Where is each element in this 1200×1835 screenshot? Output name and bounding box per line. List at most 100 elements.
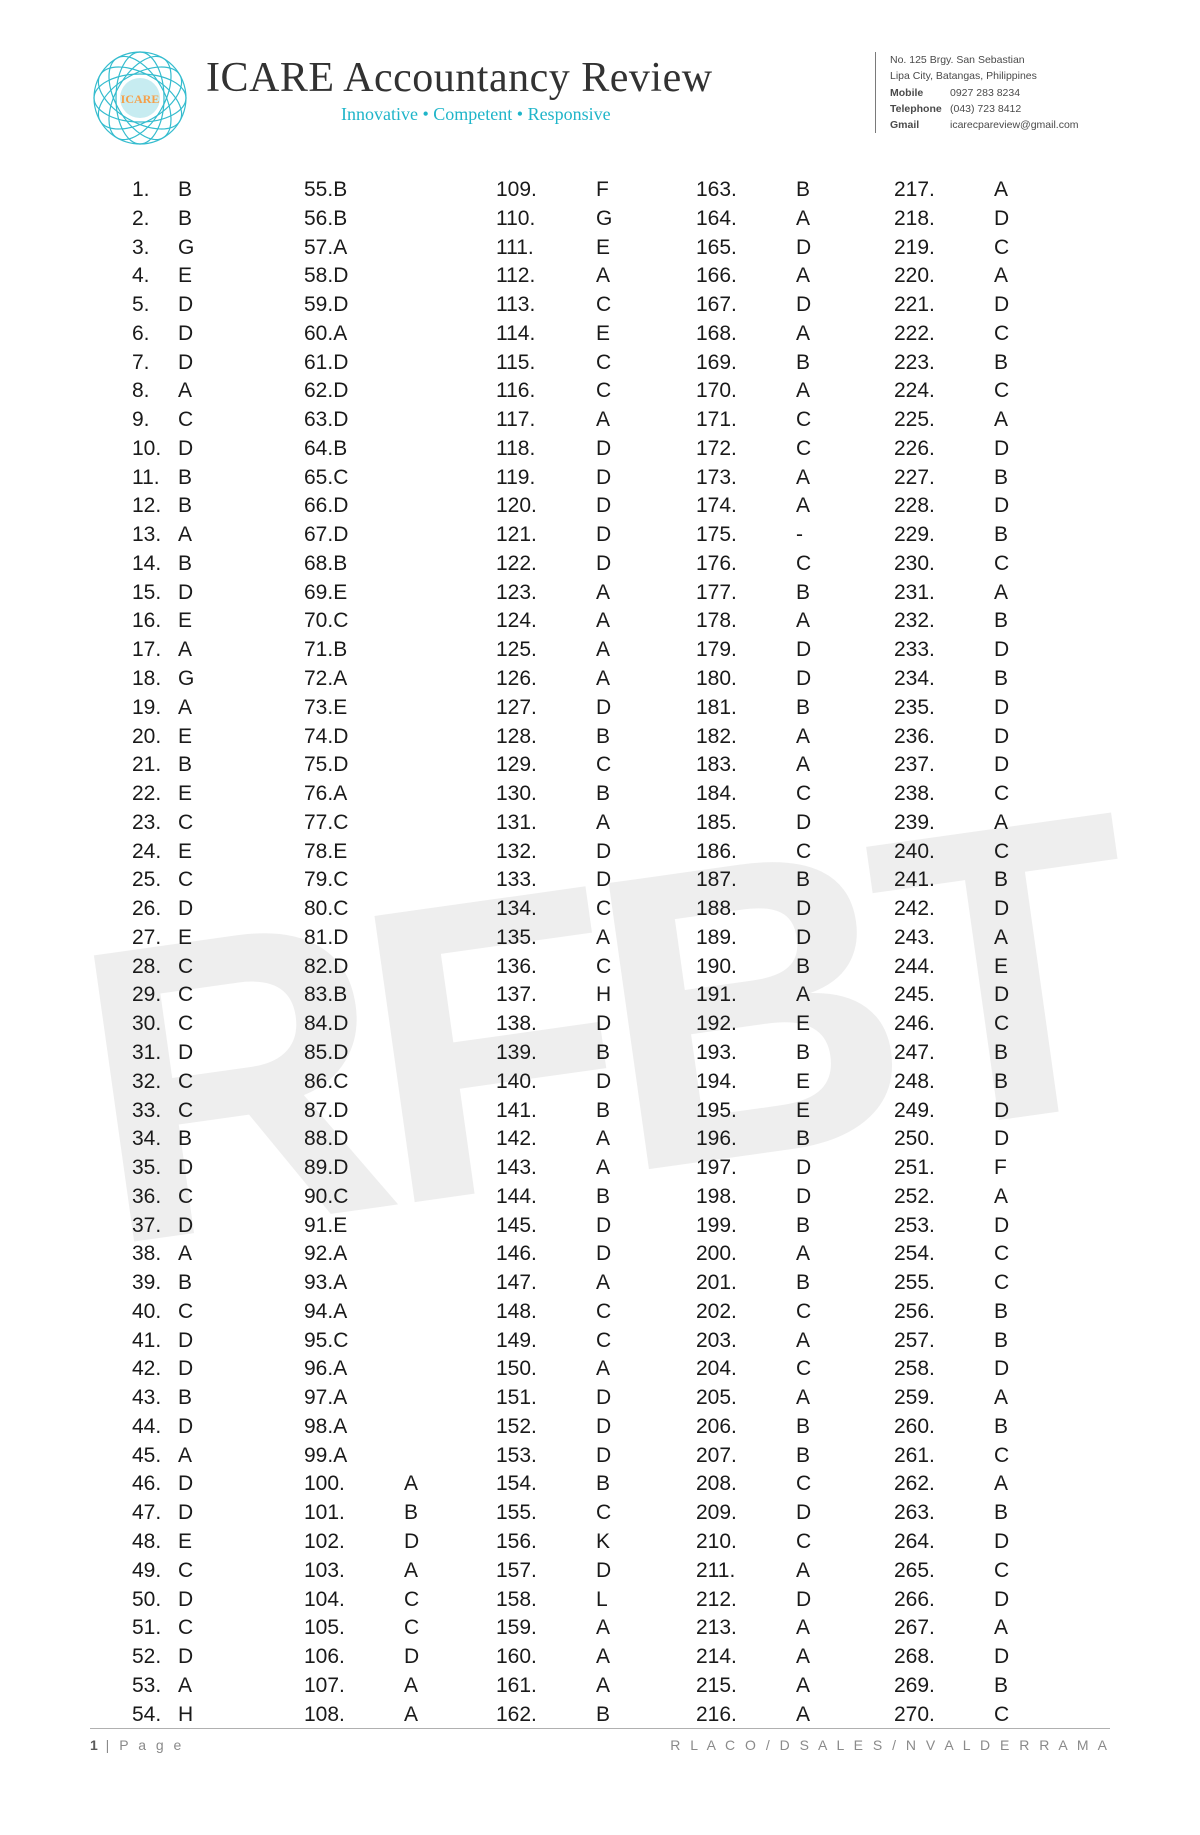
- answer-combined: 62.D: [304, 377, 348, 406]
- answer-key-region: RFBT 1.B2.B3.G4.E5.D6.D7.D8.A9.C10.D11.B…: [132, 176, 1110, 1729]
- answer-number: 186.: [696, 838, 758, 867]
- answer-letter: A: [796, 1672, 816, 1701]
- answer-item: 245. D: [894, 981, 1062, 1010]
- answer-number: 127.: [496, 694, 558, 723]
- answer-letter: C: [178, 1183, 198, 1212]
- answer-number: 13.: [132, 521, 178, 550]
- answer-letter: B: [994, 1327, 1014, 1356]
- answer-item: 126.A: [496, 665, 696, 694]
- answer-number: 206.: [696, 1413, 758, 1442]
- answer-number: 44.: [132, 1413, 178, 1442]
- answer-letter: D: [994, 1212, 1014, 1241]
- answer-item: 193.B: [696, 1039, 894, 1068]
- answer-item: 265.C: [894, 1557, 1062, 1586]
- answer-item: 114.E: [496, 320, 696, 349]
- answer-item: 179.D: [696, 636, 894, 665]
- answer-number: 244.: [894, 953, 956, 982]
- answer-number: 158.: [496, 1586, 558, 1615]
- answer-letter: A: [178, 1240, 198, 1269]
- answer-number: 3.: [132, 234, 178, 263]
- answer-item: 219.C: [894, 234, 1062, 263]
- answer-item: 260.B: [894, 1413, 1062, 1442]
- answer-combined: 99.A: [304, 1442, 347, 1471]
- answer-number: 21.: [132, 751, 178, 780]
- answer-number: 126.: [496, 665, 558, 694]
- answer-item: 80.C: [304, 895, 496, 924]
- answer-item: 32.C: [132, 1068, 304, 1097]
- answer-letter: D: [178, 349, 198, 378]
- answer-letter: C: [796, 406, 816, 435]
- answer-item: 105.C: [304, 1614, 496, 1643]
- footer-authors: R L A C O / D S A L E S / N V A L D E R …: [670, 1737, 1110, 1753]
- answer-item: 119.D: [496, 464, 696, 493]
- answer-item: 115.C: [496, 349, 696, 378]
- answer-item: 120. D: [496, 492, 696, 521]
- answer-item: 87.D: [304, 1097, 496, 1126]
- answer-letter: C: [596, 1298, 616, 1327]
- answer-number: 239.: [894, 809, 956, 838]
- answer-item: 122.D: [496, 550, 696, 579]
- answer-number: 245.: [894, 981, 956, 1010]
- answer-letter: D: [178, 1039, 198, 1068]
- answer-item: 97.A: [304, 1384, 496, 1413]
- answer-letter: B: [994, 665, 1014, 694]
- answer-letter: K: [596, 1528, 616, 1557]
- answer-letter: B: [796, 579, 816, 608]
- answer-number: 120.: [496, 492, 558, 521]
- answer-number: 172.: [696, 435, 758, 464]
- answer-letter: D: [994, 981, 1014, 1010]
- answer-item: 173.A: [696, 464, 894, 493]
- answer-item: 83.B: [304, 981, 496, 1010]
- answer-number: 144.: [496, 1183, 558, 1212]
- icare-logo-icon: ICARE: [90, 48, 190, 148]
- answer-letter: A: [796, 205, 816, 234]
- answer-item: 210.C: [696, 1528, 894, 1557]
- answer-item: 253.D: [894, 1212, 1062, 1241]
- answer-number: 204.: [696, 1355, 758, 1384]
- answer-item: 203.A: [696, 1327, 894, 1356]
- answer-number: 111.: [496, 234, 558, 263]
- answer-letter: B: [596, 780, 616, 809]
- answer-item: 199.B: [696, 1212, 894, 1241]
- answer-letter: D: [994, 492, 1014, 521]
- answer-number: 45.: [132, 1442, 178, 1471]
- answer-letter: C: [796, 1528, 816, 1557]
- answer-letter: B: [796, 1269, 816, 1298]
- answer-letter: D: [178, 435, 198, 464]
- answer-number: 16.: [132, 607, 178, 636]
- answer-letter: B: [178, 464, 198, 493]
- answer-number: 50.: [132, 1586, 178, 1615]
- answer-number: 143.: [496, 1154, 558, 1183]
- answer-number: 267.: [894, 1614, 956, 1643]
- answer-item: 180.D: [696, 665, 894, 694]
- answer-letter: D: [596, 492, 616, 521]
- answer-number: 252.: [894, 1183, 956, 1212]
- answer-letter: C: [994, 780, 1014, 809]
- answer-item: 26.D: [132, 895, 304, 924]
- answer-item: 50.D: [132, 1586, 304, 1615]
- answer-item: 37.D: [132, 1212, 304, 1241]
- answer-letter: C: [596, 349, 616, 378]
- answer-item: 57.A: [304, 234, 496, 263]
- answer-number: 199.: [696, 1212, 758, 1241]
- answer-item: 25.C: [132, 866, 304, 895]
- page-header: ICARE ICARE Accountancy Review Innovativ…: [90, 48, 1110, 148]
- answer-item: 85.D: [304, 1039, 496, 1068]
- answer-item: 61.D: [304, 349, 496, 378]
- answer-item: 58.D: [304, 262, 496, 291]
- answer-letter: A: [404, 1672, 424, 1701]
- answer-letter: C: [994, 838, 1014, 867]
- answer-letter: A: [596, 1672, 616, 1701]
- answer-number: 108.: [304, 1701, 366, 1730]
- answer-item: 267.A: [894, 1614, 1062, 1643]
- answer-number: 226.: [894, 435, 956, 464]
- answer-item: 191.A: [696, 981, 894, 1010]
- answer-letter: D: [994, 1643, 1014, 1672]
- answer-letter: C: [178, 953, 198, 982]
- answer-letter: D: [796, 1154, 816, 1183]
- answer-letter: C: [178, 981, 198, 1010]
- answer-letter: D: [796, 234, 816, 263]
- answer-item: 118.D: [496, 435, 696, 464]
- answer-number: 141.: [496, 1097, 558, 1126]
- answer-letter: D: [994, 1528, 1014, 1557]
